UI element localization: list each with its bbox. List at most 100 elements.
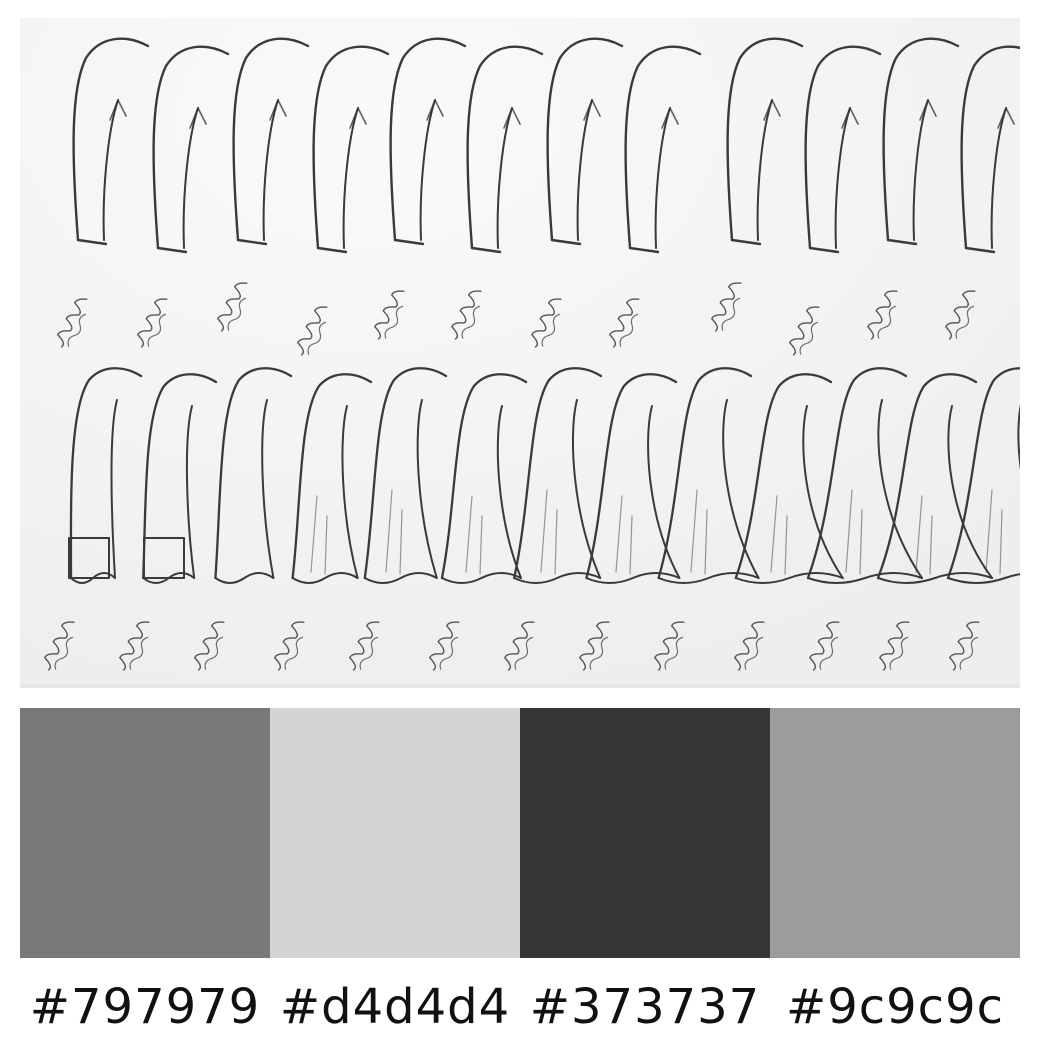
sleeve-caption-bottom-9 (654, 621, 685, 671)
sleeve-cuff (316, 246, 348, 254)
sleeve-caption-bottom-12 (879, 621, 910, 671)
sleeve-fold-lines (690, 489, 708, 575)
sleeve-outline-outer (152, 45, 230, 250)
color-hex-label-2: #d4d4d4 (279, 979, 511, 1035)
sleeve-cuff (730, 238, 762, 246)
sleeve-dart (426, 99, 444, 121)
sleeve-cuff (964, 246, 996, 254)
sleeve-sketch-top-10 (804, 45, 882, 254)
sleeve-caption-top-8-stroke-2 (619, 313, 639, 347)
sleeve-outline-outer (657, 367, 753, 580)
sleeve-caption-bottom-8-stroke-1 (579, 621, 610, 671)
sleeve-sketch-top-11 (882, 37, 960, 246)
sleeve-outline-outer (291, 373, 373, 580)
sleeve-caption-top-1-stroke-2 (67, 313, 87, 347)
sleeve-dart (583, 99, 601, 121)
sleeve-caption-top-2-stroke-2 (147, 313, 167, 347)
sleeve-caption-bottom-1 (44, 621, 75, 671)
sleeve-caption-bottom-6-stroke-1 (429, 621, 460, 671)
sleeve-outline-inner (990, 107, 1007, 249)
sleeve-outline-outer (389, 37, 467, 242)
sleeve-caption-bottom-10-stroke-2 (744, 636, 764, 670)
sleeve-dart (349, 107, 367, 129)
sleeve-outline-outer (546, 37, 624, 242)
sleeve-caption-top-2-stroke-1 (137, 298, 168, 348)
sleeve-outline-inner (947, 405, 993, 579)
sleeve-sketch-top-6 (466, 45, 544, 254)
sleeve-fold-lines (310, 495, 328, 575)
sleeve-outline-inner (571, 399, 602, 579)
sleeve-caption-bottom-3 (194, 621, 225, 671)
sleeve-caption-bottom-3-stroke-1 (194, 621, 225, 671)
sleeve-caption-top-5-stroke-2 (384, 305, 404, 339)
sleeve-hem (585, 572, 681, 584)
sleeve-hem (877, 572, 993, 584)
sleeve-sketch-top-7 (546, 37, 624, 246)
sleeve-dart (841, 107, 859, 129)
color-swatch-4 (770, 708, 1020, 958)
sleeve-cuff (393, 238, 425, 246)
sleeve-sketch-top-4 (312, 45, 390, 254)
sleeve-outline-inner (654, 107, 671, 249)
sleeve-hem (734, 572, 844, 584)
sleeve-outline-inner (416, 399, 438, 579)
sleeve-cuff (550, 238, 582, 246)
sleeve-cuff (808, 246, 840, 254)
sleeve-caption-bottom-5-stroke-1 (349, 621, 380, 671)
sleeve-cuff (886, 238, 918, 246)
sleeve-caption-top-3-stroke-1 (217, 282, 248, 332)
sleeve-dart (189, 107, 207, 129)
sleeve-dart (503, 107, 521, 129)
sleeve-caption-bottom-11-stroke-2 (819, 636, 839, 670)
sleeve-outline-outer (440, 373, 528, 580)
sleeve-caption-bottom-13 (949, 621, 980, 671)
sleeve-cuff (628, 246, 660, 254)
sleeve-caption-top-11-stroke-1 (867, 290, 898, 340)
sleeve-caption-bottom-8 (579, 621, 610, 671)
sleeve-outline-outer (804, 45, 882, 250)
sleeve-cuff (470, 246, 502, 254)
sleeve-caption-top-3 (217, 282, 248, 332)
sleeve-caption-bottom-9-stroke-1 (654, 621, 685, 671)
sleeve-fold-lines (985, 489, 1003, 575)
sleeve-outline-outer (312, 45, 390, 250)
sleeve-sketch-top-3 (232, 37, 310, 246)
sleeve-caption-bottom-7 (504, 621, 535, 671)
sleeve-sketch-top-12 (960, 45, 1020, 254)
sleeve-outline-inner (261, 399, 275, 579)
sleeve-caption-bottom-10 (734, 621, 765, 671)
sleeve-caption-bottom-7-stroke-1 (504, 621, 535, 671)
sleeve-caption-bottom-10-stroke-1 (734, 621, 765, 671)
sleeve-outline-outer (466, 45, 544, 250)
sleeve-sketch-bottom-3 (214, 367, 293, 584)
sleeve-fold-lines (770, 495, 788, 575)
sleeve-caption-top-7 (531, 298, 562, 348)
color-hex-label-1: #797979 (29, 979, 261, 1035)
sleeve-outline-inner (834, 107, 851, 249)
sleeve-outline-outer (624, 45, 702, 250)
sleeve-hem (291, 572, 359, 584)
color-swatch-3 (520, 708, 770, 958)
sleeve-dart (919, 99, 937, 121)
sleeve-outline-inner (912, 99, 929, 241)
sleeve-hem (363, 572, 438, 584)
sleeve-caption-bottom-6-stroke-2 (439, 636, 459, 670)
sleeve-caption-bottom-9-stroke-2 (664, 636, 684, 670)
sleeve-hem (807, 572, 923, 584)
color-palette (20, 708, 1020, 958)
sleeve-fold-lines (915, 495, 933, 575)
sleeve-hem (214, 572, 275, 584)
sleeve-outline-outer (960, 45, 1020, 250)
image-bottom-edge (20, 684, 1020, 688)
sleeve-cuff (76, 238, 108, 246)
sleeve-dart (661, 107, 679, 129)
sleeve-caption-top-10 (789, 306, 820, 356)
sleeve-outline-inner (419, 99, 436, 241)
sleeve-fold-lines (465, 495, 483, 575)
sleeve-sketch-bottom-13 (946, 367, 1020, 584)
sleeve-sketch-bottom-9 (657, 367, 760, 584)
sleeve-caption-top-9 (711, 282, 742, 332)
color-swatch-2 (270, 708, 520, 958)
sleeve-caption-bottom-1-stroke-2 (54, 636, 74, 670)
sleeve-sketch-drawing (20, 18, 1020, 686)
